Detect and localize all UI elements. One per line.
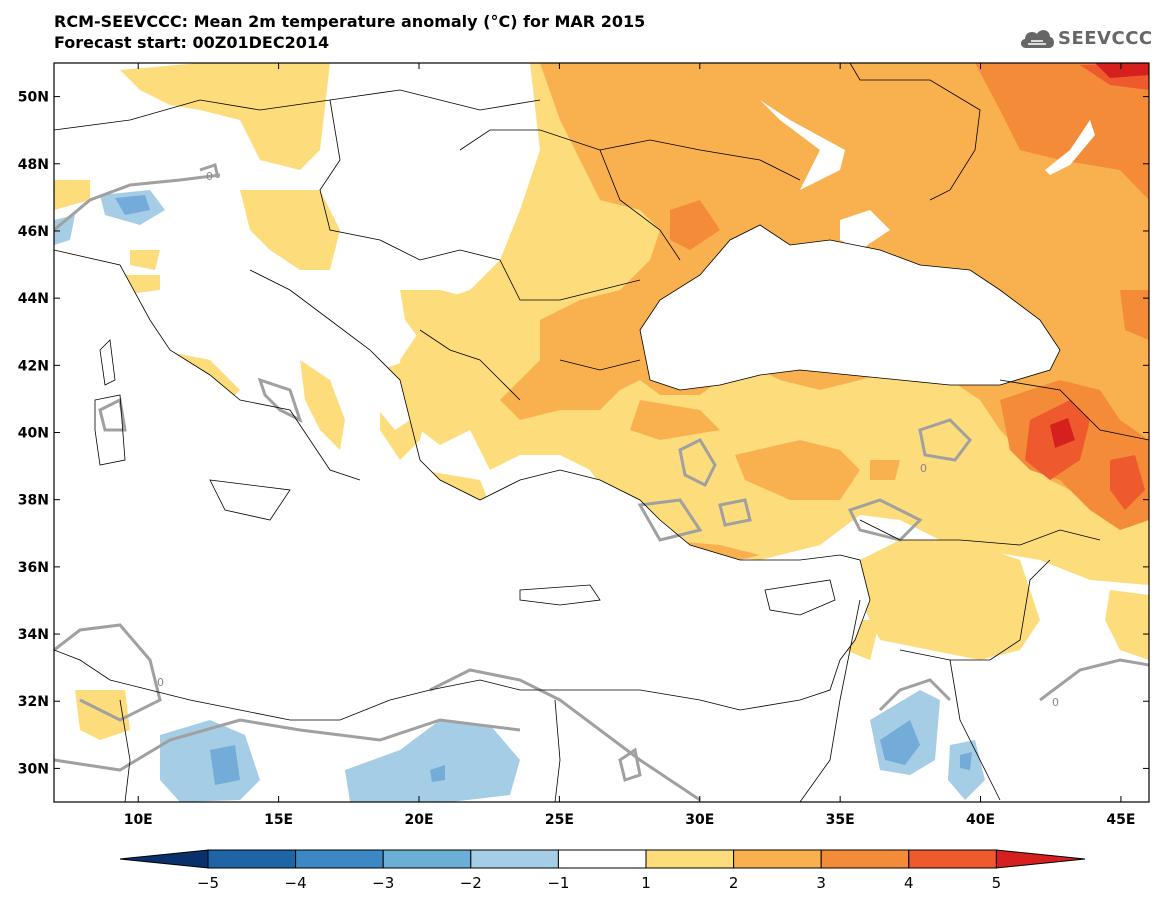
lat-label: 36N [18,560,49,576]
colorbar-segment [470,849,559,869]
lat-label: 38N [18,493,49,509]
colorbar-segment [733,849,822,869]
contour-labels: 0 0 0 0 [157,170,1059,709]
lat-label: 50N [18,90,49,106]
lon-label: 25E [545,812,574,828]
lat-label: 32N [18,694,49,710]
colorbar-tick-label: 2 [729,874,739,892]
colorbar-segment [557,849,647,869]
colorbar-tick-label: 4 [904,874,914,892]
colorbar-segment [382,849,472,869]
colorbar-segment [820,849,910,869]
lat-label: 34N [18,627,49,643]
lat-label: 44N [18,291,49,307]
colorbar-tick-label: 3 [816,874,826,892]
colorbar-tick-label: 5 [992,874,1002,892]
colorbar-tick-label: −3 [372,874,394,892]
anomaly-band-m2-m3 [115,195,972,785]
colorbar-tick-label: −4 [285,874,307,892]
lon-label: 40E [966,812,995,828]
map-title: RCM-SEEVCCC: Mean 2m temperature anomaly… [54,12,646,31]
anomaly-band-gt-5 [1050,63,1149,448]
colorbar-tick-label: −2 [460,874,482,892]
colorbar-segment [908,849,997,869]
longitude-axis: 10E 15E 20E 25E 30E 35E 40E 45E [124,63,1135,828]
lat-label: 40N [18,426,49,442]
colorbar-tick-label: −1 [547,874,569,892]
lon-label: 45E [1106,812,1135,828]
lon-label: 15E [264,812,293,828]
lat-label: 48N [18,157,49,173]
lon-label: 20E [404,812,433,828]
colorbar-tick-label: 1 [641,874,651,892]
colorbar-arrow-right [995,849,1086,869]
mediterranean-sea [54,250,870,720]
lat-label: 30N [18,761,49,777]
contour-label: 0 [1052,696,1059,709]
colorbar: −5 −4 −3 −2 −1 1 2 3 4 5 [119,849,1086,892]
colorbar-tick-label: −5 [197,874,219,892]
forecast-start-label: Forecast start: 00Z01DEC2014 [54,33,330,52]
logo-text: SEEVCCC [1058,28,1153,49]
water-bodies [640,100,1095,390]
lon-label: 30E [685,812,714,828]
lon-label: 35E [826,812,855,828]
colorbar-segment [295,849,384,869]
colorbar-segment [207,849,297,869]
lat-label: 46N [18,224,49,240]
contour-label: 0 [920,462,927,475]
seevccc-logo: SEEVCCC [1018,22,1158,56]
contour-label: 0 [157,676,164,689]
zero-contours [54,163,1149,802]
cloud-icon [1020,30,1054,48]
colorbar-arrow-left [119,849,209,869]
lon-label: 10E [124,812,153,828]
lat-label: 42N [18,358,49,374]
colorbar-segment [645,849,735,869]
anomaly-field [54,63,1149,802]
latitude-axis: 50N 48N 46N 44N 42N 40N 38N 36N 34N 32N 30N [18,90,1149,777]
coastlines-borders [54,63,1149,802]
contour-label: 0 [206,170,213,183]
adriatic-sea [250,270,410,430]
